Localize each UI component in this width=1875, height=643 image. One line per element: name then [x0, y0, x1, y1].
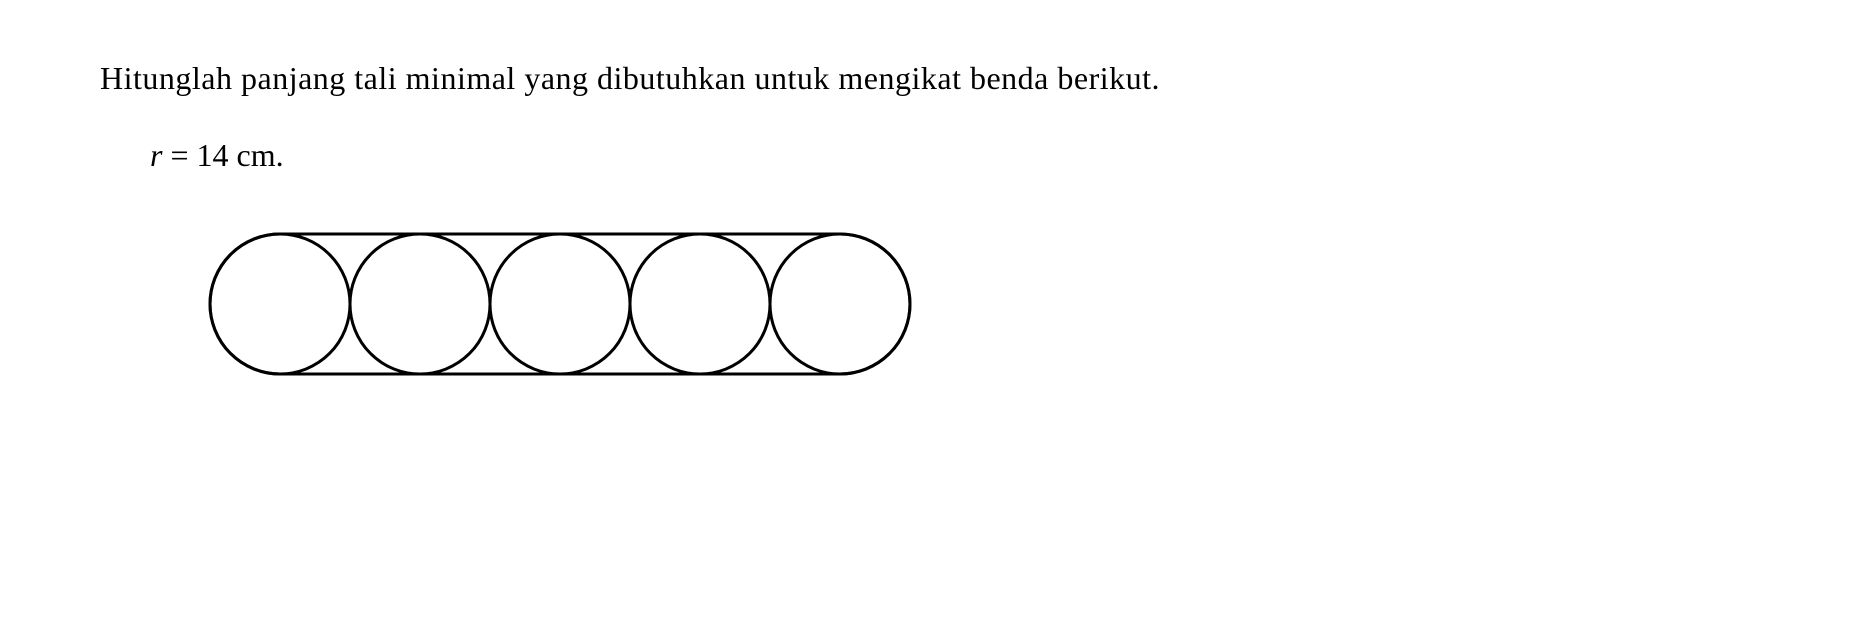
circle-1: [210, 234, 350, 374]
question-text: Hitunglah panjang tali minimal yang dibu…: [100, 60, 1775, 97]
band-outline: [210, 234, 910, 374]
circle-4: [630, 234, 770, 374]
circle-3: [490, 234, 630, 374]
circle-5: [770, 234, 910, 374]
diagram-svg: [200, 224, 960, 384]
radius-value: = 14 cm.: [162, 137, 283, 173]
circle-2: [350, 234, 490, 374]
radius-variable: r: [150, 137, 162, 173]
circles-diagram: [200, 224, 1775, 384]
radius-label: r = 14 cm.: [150, 137, 1775, 174]
